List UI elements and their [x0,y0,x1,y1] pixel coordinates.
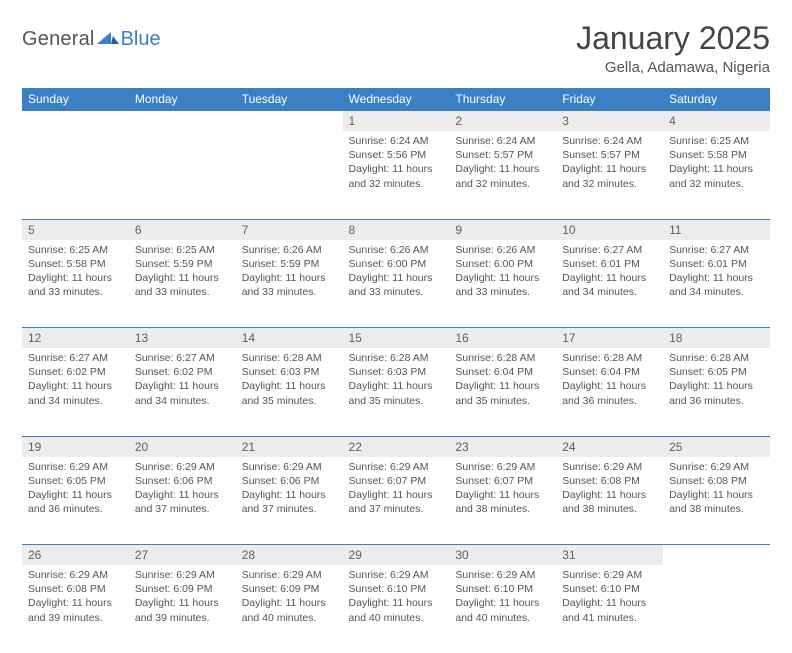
day-details-cell: Sunrise: 6:29 AMSunset: 6:06 PMDaylight:… [236,457,343,545]
day-number-cell: 4 [663,111,770,132]
day-number-cell: 28 [236,545,343,566]
day-number-cell: 23 [449,436,556,457]
day-number-row: 567891011 [22,219,770,240]
day-number-cell: 16 [449,328,556,349]
day-header: Monday [129,88,236,111]
logo: General Blue [22,28,161,51]
day-details-cell: Sunrise: 6:28 AMSunset: 6:04 PMDaylight:… [556,348,663,436]
day-number-row: 1234 [22,111,770,132]
day-number-cell: 7 [236,219,343,240]
day-number-cell: 24 [556,436,663,457]
day-number-cell: 18 [663,328,770,349]
day-number-cell: 11 [663,219,770,240]
day-number-row: 12131415161718 [22,328,770,349]
day-header: Saturday [663,88,770,111]
day-header: Thursday [449,88,556,111]
day-details-cell [236,131,343,219]
day-details-row: Sunrise: 6:24 AMSunset: 5:56 PMDaylight:… [22,131,770,219]
day-details-cell: Sunrise: 6:29 AMSunset: 6:07 PMDaylight:… [343,457,450,545]
day-number-cell [22,111,129,132]
day-number-cell [236,111,343,132]
day-details-cell [129,131,236,219]
day-details-cell [663,565,770,653]
month-title: January 2025 [576,20,770,57]
day-number-cell: 29 [343,545,450,566]
day-details-cell: Sunrise: 6:25 AMSunset: 5:58 PMDaylight:… [22,240,129,328]
day-details-row: Sunrise: 6:25 AMSunset: 5:58 PMDaylight:… [22,240,770,328]
day-details-row: Sunrise: 6:27 AMSunset: 6:02 PMDaylight:… [22,348,770,436]
day-number-cell: 2 [449,111,556,132]
day-number-cell: 5 [22,219,129,240]
day-number-cell: 26 [22,545,129,566]
day-header-row: SundayMondayTuesdayWednesdayThursdayFrid… [22,88,770,111]
day-number-cell: 25 [663,436,770,457]
day-details-cell: Sunrise: 6:28 AMSunset: 6:03 PMDaylight:… [236,348,343,436]
day-details-cell: Sunrise: 6:29 AMSunset: 6:05 PMDaylight:… [22,457,129,545]
day-details-cell: Sunrise: 6:28 AMSunset: 6:04 PMDaylight:… [449,348,556,436]
day-number-cell [129,111,236,132]
day-details-cell: Sunrise: 6:29 AMSunset: 6:10 PMDaylight:… [449,565,556,653]
location-text: Gella, Adamawa, Nigeria [576,59,770,76]
day-details-cell: Sunrise: 6:26 AMSunset: 5:59 PMDaylight:… [236,240,343,328]
day-number-cell: 31 [556,545,663,566]
day-number-cell: 30 [449,545,556,566]
title-block: January 2025 Gella, Adamawa, Nigeria [576,20,770,76]
calendar-table: SundayMondayTuesdayWednesdayThursdayFrid… [22,88,770,653]
calendar-body: 1234Sunrise: 6:24 AMSunset: 5:56 PMDayli… [22,111,770,653]
day-details-cell: Sunrise: 6:26 AMSunset: 6:00 PMDaylight:… [449,240,556,328]
day-details-row: Sunrise: 6:29 AMSunset: 6:05 PMDaylight:… [22,457,770,545]
day-details-cell: Sunrise: 6:29 AMSunset: 6:07 PMDaylight:… [449,457,556,545]
day-details-cell: Sunrise: 6:29 AMSunset: 6:06 PMDaylight:… [129,457,236,545]
day-number-cell [663,545,770,566]
day-details-cell: Sunrise: 6:28 AMSunset: 6:05 PMDaylight:… [663,348,770,436]
day-details-cell: Sunrise: 6:29 AMSunset: 6:08 PMDaylight:… [663,457,770,545]
day-details-cell: Sunrise: 6:24 AMSunset: 5:56 PMDaylight:… [343,131,450,219]
page-header: General Blue January 2025 Gella, Adamawa… [22,20,770,76]
day-details-cell: Sunrise: 6:27 AMSunset: 6:02 PMDaylight:… [22,348,129,436]
day-number-cell: 13 [129,328,236,349]
calendar-head: SundayMondayTuesdayWednesdayThursdayFrid… [22,88,770,111]
day-number-cell: 9 [449,219,556,240]
day-number-cell: 12 [22,328,129,349]
day-details-cell: Sunrise: 6:27 AMSunset: 6:01 PMDaylight:… [663,240,770,328]
day-details-cell: Sunrise: 6:26 AMSunset: 6:00 PMDaylight:… [343,240,450,328]
day-header: Tuesday [236,88,343,111]
day-number-cell: 22 [343,436,450,457]
day-number-cell: 19 [22,436,129,457]
day-number-row: 262728293031 [22,545,770,566]
day-number-cell: 27 [129,545,236,566]
day-details-cell: Sunrise: 6:27 AMSunset: 6:01 PMDaylight:… [556,240,663,328]
day-details-cell: Sunrise: 6:29 AMSunset: 6:10 PMDaylight:… [343,565,450,653]
day-details-row: Sunrise: 6:29 AMSunset: 6:08 PMDaylight:… [22,565,770,653]
day-details-cell: Sunrise: 6:24 AMSunset: 5:57 PMDaylight:… [449,131,556,219]
logo-mark-icon [97,28,119,51]
day-number-cell: 20 [129,436,236,457]
day-details-cell: Sunrise: 6:29 AMSunset: 6:09 PMDaylight:… [236,565,343,653]
day-number-cell: 17 [556,328,663,349]
day-details-cell: Sunrise: 6:29 AMSunset: 6:08 PMDaylight:… [556,457,663,545]
day-header: Sunday [22,88,129,111]
day-details-cell: Sunrise: 6:29 AMSunset: 6:08 PMDaylight:… [22,565,129,653]
day-number-row: 19202122232425 [22,436,770,457]
day-details-cell [22,131,129,219]
day-number-cell: 15 [343,328,450,349]
day-number-cell: 1 [343,111,450,132]
day-details-cell: Sunrise: 6:25 AMSunset: 5:58 PMDaylight:… [663,131,770,219]
day-number-cell: 14 [236,328,343,349]
day-number-cell: 6 [129,219,236,240]
day-header: Friday [556,88,663,111]
day-number-cell: 10 [556,219,663,240]
logo-text-blue: Blue [121,28,161,51]
day-header: Wednesday [343,88,450,111]
day-number-cell: 3 [556,111,663,132]
day-details-cell: Sunrise: 6:29 AMSunset: 6:10 PMDaylight:… [556,565,663,653]
day-details-cell: Sunrise: 6:27 AMSunset: 6:02 PMDaylight:… [129,348,236,436]
logo-text-general: General [22,28,95,51]
day-details-cell: Sunrise: 6:28 AMSunset: 6:03 PMDaylight:… [343,348,450,436]
day-details-cell: Sunrise: 6:29 AMSunset: 6:09 PMDaylight:… [129,565,236,653]
day-details-cell: Sunrise: 6:25 AMSunset: 5:59 PMDaylight:… [129,240,236,328]
day-number-cell: 8 [343,219,450,240]
day-details-cell: Sunrise: 6:24 AMSunset: 5:57 PMDaylight:… [556,131,663,219]
day-number-cell: 21 [236,436,343,457]
